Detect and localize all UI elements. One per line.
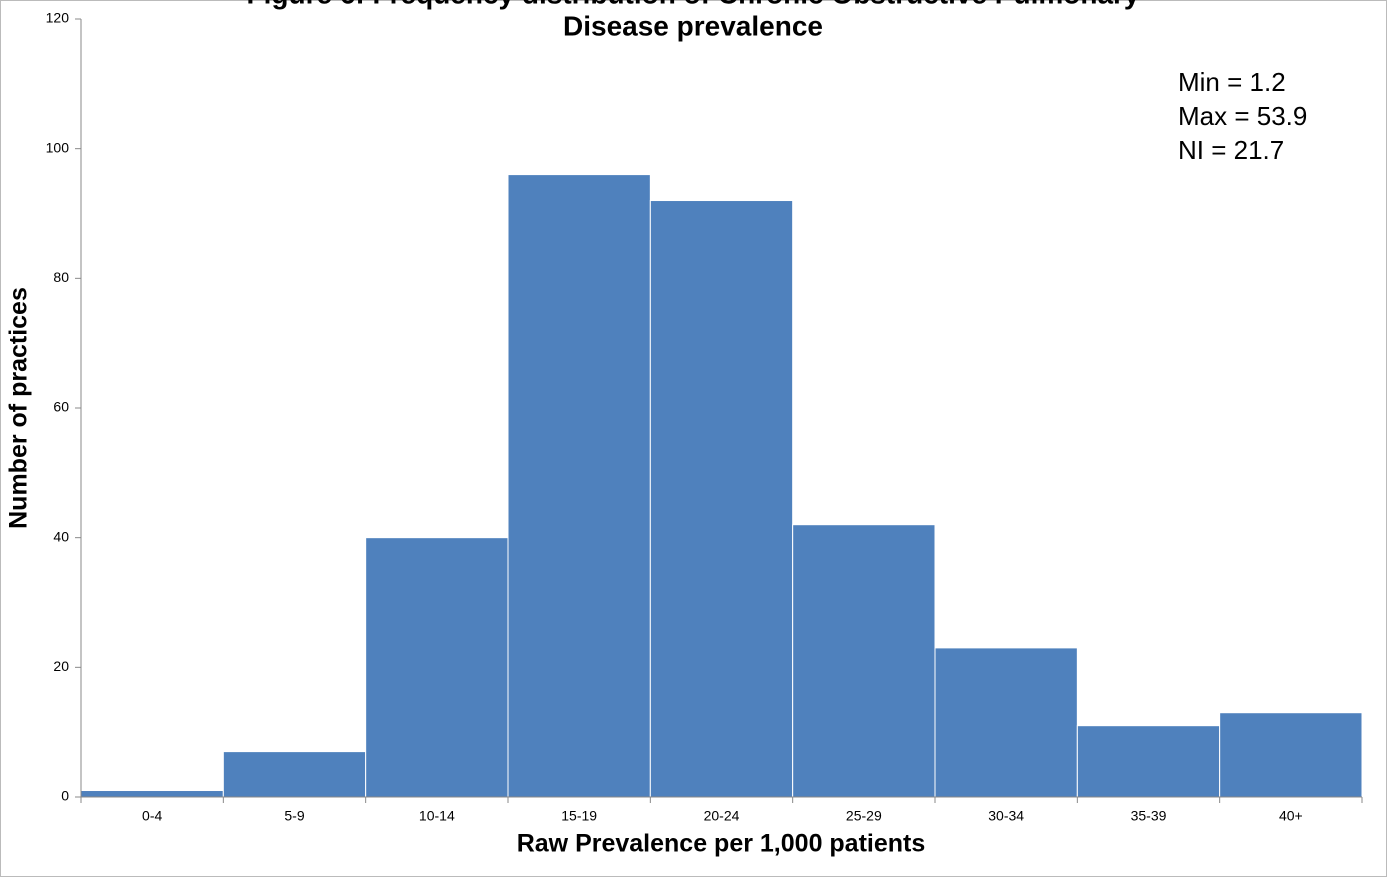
y-axis-label: Number of practices xyxy=(5,287,33,529)
bar xyxy=(934,647,1078,798)
y-tick-label: 120 xyxy=(46,10,70,26)
x-tick-label: 20-24 xyxy=(704,808,740,824)
bar xyxy=(649,200,794,798)
x-tick-label: 0-4 xyxy=(142,808,162,824)
x-tick-label: 15-19 xyxy=(561,808,597,824)
y-tick-label: 60 xyxy=(53,399,69,415)
bar xyxy=(507,174,651,798)
annotation: Max = 53.9 xyxy=(1178,101,1307,131)
bar xyxy=(365,537,509,798)
annotation: NI = 21.7 xyxy=(1178,135,1284,165)
y-tick-label: 100 xyxy=(46,139,70,155)
y-tick-label: 80 xyxy=(53,269,69,285)
title: Figure 6: Frequency distribution of Chro… xyxy=(247,0,1140,41)
y-tick-label: 0 xyxy=(61,788,69,804)
x-tick-label: 10-14 xyxy=(419,808,455,824)
chart-title: Disease prevalence xyxy=(563,10,823,41)
y-tick-label: 20 xyxy=(53,658,69,674)
x-tick-label: 40+ xyxy=(1279,808,1303,824)
x-tick-label: 25-29 xyxy=(846,808,882,824)
bar xyxy=(222,751,367,798)
annotation: Min = 1.2 xyxy=(1178,67,1286,97)
chart-title: Figure 6: Frequency distribution of Chro… xyxy=(247,0,1140,9)
x-tick-label: 5-9 xyxy=(284,808,304,824)
x-tick-label: 30-34 xyxy=(988,808,1024,824)
bar xyxy=(1076,725,1221,798)
y-tick-label: 40 xyxy=(53,528,69,544)
bar xyxy=(1219,712,1363,798)
bar xyxy=(792,524,936,798)
bar xyxy=(80,790,224,798)
x-axis-label: Raw Prevalence per 1,000 patients xyxy=(517,830,926,858)
x-tick-label: 35-39 xyxy=(1131,808,1167,824)
